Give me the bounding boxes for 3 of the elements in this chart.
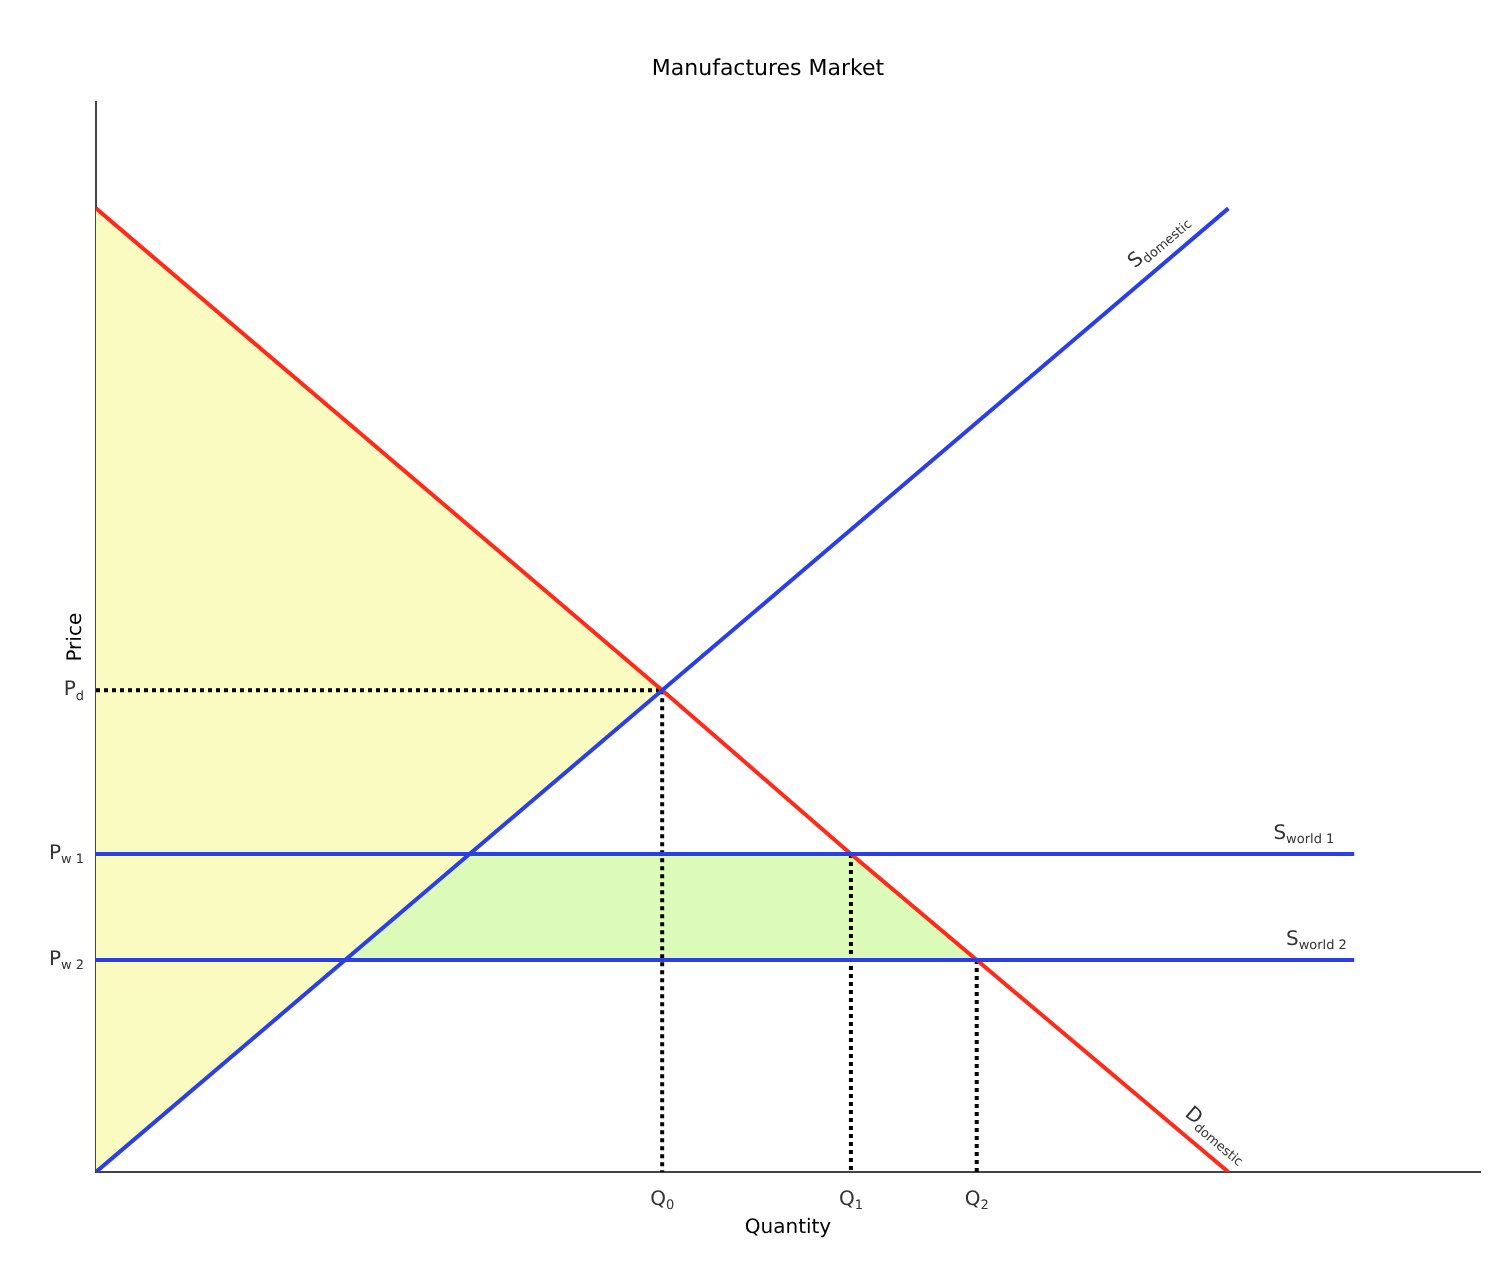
y-axis-title: Price — [65, 612, 88, 662]
x-axis-title: Quantity — [744, 1217, 832, 1240]
chart-title: Manufactures Market — [651, 54, 886, 81]
